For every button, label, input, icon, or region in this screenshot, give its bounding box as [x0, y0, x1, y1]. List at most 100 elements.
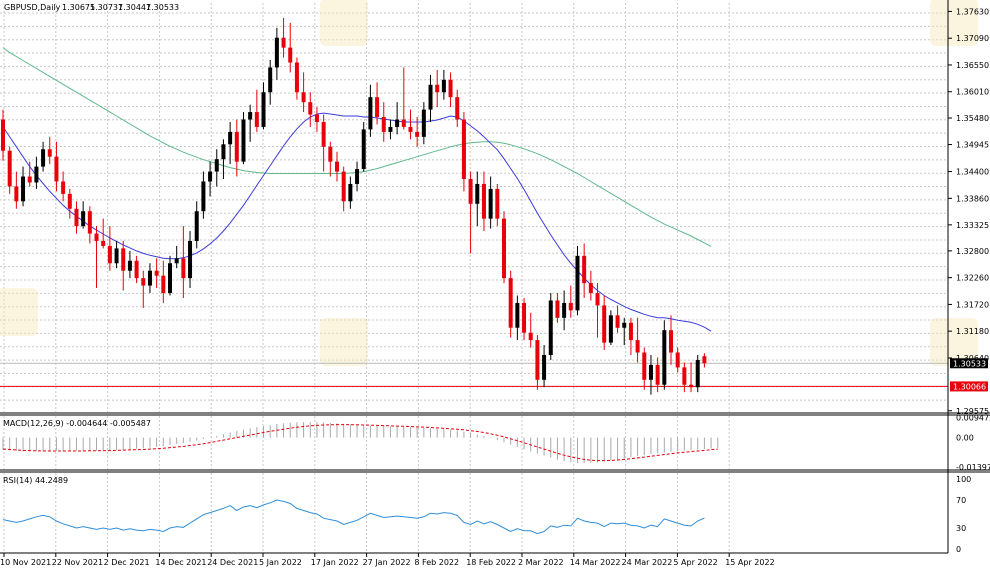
candle-body: [174, 258, 179, 264]
candle-body: [328, 146, 333, 162]
date-tick-label: 14 Mar 2022: [570, 558, 621, 567]
candle: [248, 104, 253, 142]
candle: [675, 347, 680, 373]
candle: [161, 260, 166, 303]
candle: [635, 317, 640, 363]
grid-lines: [0, 3, 948, 553]
candle-body: [682, 367, 687, 385]
candle-body: [188, 240, 193, 279]
candle: [127, 250, 132, 279]
rsi-tick-label: 70: [956, 496, 966, 505]
candle-body: [268, 67, 273, 93]
candle: [47, 136, 52, 165]
candle-body: [689, 384, 694, 388]
candle: [241, 112, 246, 165]
candle: [368, 84, 373, 137]
date-tick-label: 2 Dec 2021: [104, 558, 150, 567]
candle-body: [361, 129, 366, 170]
candle: [201, 171, 206, 219]
candle-body: [602, 305, 607, 343]
candle: [582, 243, 587, 298]
macd-tick-label: -0.01397: [956, 463, 990, 472]
candle-body: [321, 121, 326, 147]
candle: [535, 335, 540, 390]
candle-body: [335, 161, 339, 172]
date-tick-label: 15 Apr 2022: [725, 558, 774, 567]
candle-body: [54, 156, 59, 182]
candle: [408, 109, 413, 140]
ohlc-value: 1.30675: [62, 3, 95, 12]
candle-body: [234, 131, 239, 162]
candle-body: [355, 169, 360, 184]
rsi-label: RSI(14) 44.2489: [3, 476, 68, 485]
candle-body: [655, 364, 660, 385]
rsi-tick-label: 30: [956, 524, 966, 533]
candle-body: [121, 248, 126, 271]
candle: [288, 22, 293, 73]
date-tick-label: 14 Dec 2021: [155, 558, 206, 567]
candle: [1, 109, 5, 161]
candle-body: [522, 302, 527, 333]
price-tick-label: 1.36550: [956, 61, 989, 70]
candle-body: [648, 364, 653, 380]
bid-price-tag-text: 1.30066: [953, 382, 986, 391]
candle: [301, 72, 306, 113]
candle: [508, 270, 513, 338]
candle-body: [628, 322, 633, 341]
candle-body: [455, 97, 460, 120]
candle-body: [401, 119, 406, 127]
candle-body: [542, 354, 547, 380]
candle: [448, 72, 453, 108]
price-tick-label: 1.32260: [956, 274, 989, 283]
price-tick-label: 1.31180: [956, 327, 989, 336]
candle-body: [101, 240, 106, 246]
ma-fast-line: [2, 112, 712, 332]
candle-body: [1, 119, 5, 151]
candle-body: [368, 97, 373, 130]
candle-body: [568, 302, 573, 311]
candle: [314, 107, 319, 132]
candle-body: [408, 126, 413, 132]
candle-body: [642, 352, 647, 380]
watermark-logo: [320, 0, 368, 46]
current-price-tag: [950, 358, 988, 369]
candle: [689, 362, 694, 393]
date-tick-label: 24 Dec 2021: [207, 558, 258, 567]
candle-body: [508, 278, 513, 328]
candle-body: [241, 119, 246, 162]
candle-body: [281, 37, 286, 48]
candle: [522, 297, 527, 341]
candle: [87, 206, 92, 244]
candle-body: [274, 37, 279, 68]
candle-body: [662, 330, 667, 385]
candle-body: [381, 117, 386, 132]
candle-body: [448, 79, 453, 98]
candle-body: [81, 211, 86, 227]
candle-body: [228, 131, 233, 145]
candle: [147, 263, 152, 294]
candle: [495, 183, 500, 227]
candle-body: [141, 278, 146, 286]
candle-body: [27, 176, 32, 183]
candle: [355, 161, 360, 192]
candle-body: [395, 119, 400, 127]
candle: [702, 353, 707, 368]
watermark-logo: [930, 0, 978, 46]
price-tick-label: 1.36010: [956, 88, 989, 97]
candle-body: [94, 233, 99, 241]
candle-body: [154, 270, 159, 276]
candle-body: [548, 300, 553, 355]
candle: [67, 188, 72, 219]
candle-body: [535, 340, 540, 380]
candle-body: [502, 218, 506, 279]
watermark-logo: [0, 288, 38, 336]
candle: [328, 141, 333, 177]
candle-body: [41, 149, 46, 167]
price-tick-label: 1.37630: [956, 7, 989, 16]
candle-body: [702, 356, 707, 364]
candle: [41, 141, 46, 172]
candle: [281, 17, 286, 58]
candle-body: [214, 159, 219, 172]
candle-body: [669, 330, 673, 353]
candle: [261, 82, 266, 130]
